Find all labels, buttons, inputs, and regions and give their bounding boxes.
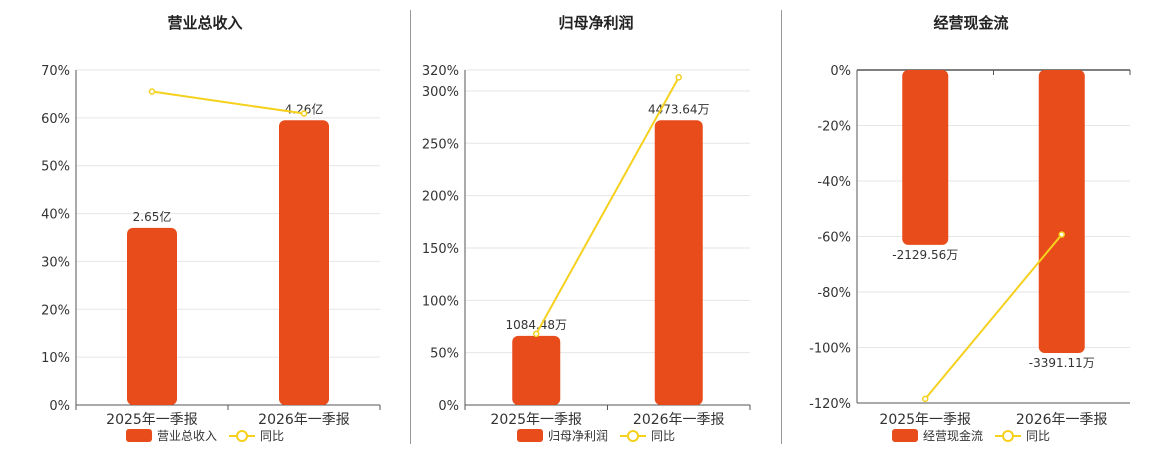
bar: [279, 120, 329, 405]
y-tick-label: 40%: [41, 208, 70, 223]
revenue-chart: 0%10%20%30%40%50%60%70%2.65亿4.26亿2025年一季…: [41, 64, 381, 425]
chart-title: 经营现金流: [933, 14, 1009, 32]
y-tick-label: 70%: [41, 64, 70, 79]
y-tick-label: 30%: [41, 255, 70, 270]
y-tick-label: -60%: [817, 231, 851, 246]
bar-data-label: 1084.48万: [505, 318, 567, 332]
yoy-point: [1058, 231, 1065, 238]
y-tick-label: 50%: [430, 347, 459, 362]
line-legend-label: 同比: [260, 429, 285, 443]
y-tick-label: 0%: [438, 399, 459, 414]
y-tick-label: 100%: [422, 294, 459, 309]
chart-title: 归母净利润: [558, 14, 634, 32]
bar-legend-swatch: [125, 429, 152, 442]
bar-legend-label: 归母净利润: [547, 429, 608, 443]
y-tick-label: 50%: [41, 160, 70, 175]
line-legend-label: 同比: [1026, 429, 1051, 443]
chart-legend: 经营现金流 同比: [782, 427, 1160, 444]
y-tick-label: 10%: [41, 351, 70, 366]
bar: [902, 70, 949, 245]
bar-legend-label: 营业总收入: [156, 429, 217, 443]
y-tick-label: 20%: [41, 303, 70, 318]
x-tick-label: 2025年一季报: [879, 412, 971, 425]
chart-title: 营业总收入: [167, 14, 243, 32]
y-tick-label: 0%: [830, 64, 851, 79]
y-tick-label: -100%: [809, 342, 851, 357]
line-legend-label: 同比: [651, 429, 676, 443]
x-tick-label: 2026年一季报: [1016, 412, 1108, 425]
bar-legend-swatch: [891, 429, 918, 442]
operating-cashflow-chart: 0% -20% -40% -60% -80% -100% -120% -2129.56万 -33…: [809, 64, 1131, 425]
yoy-line: [535, 76, 680, 335]
panel-divider: [781, 10, 782, 444]
y-tick-label: 300%: [422, 85, 459, 100]
operating-cashflow-chart-panel: 经营现金流 0% -20% -40% -60% -80% -100% -120% -2129.…: [782, 0, 1160, 450]
y-tick-label: -80%: [817, 286, 851, 301]
bar-legend-swatch: [516, 429, 543, 442]
y-tick-label: -40%: [817, 175, 851, 190]
x-tick-label: 2025年一季报: [106, 412, 198, 425]
y-tick-label: 320%: [422, 64, 459, 79]
line-legend-marker: [620, 429, 646, 442]
y-tick-label: 150%: [422, 242, 459, 257]
panel-divider: [410, 10, 411, 444]
net-profit-chart: 0%50%100%150%200%250%300%320%1084.48万447…: [422, 64, 751, 425]
line-legend-marker: [995, 429, 1021, 442]
y-tick-label: 0%: [49, 399, 70, 414]
bar-legend-label: 经营现金流: [922, 429, 983, 443]
net-profit-chart-panel: 归母净利润 0% 50% 100% 150% 200% 250% 300% 320% 1084.…: [411, 0, 781, 450]
chart-legend: 营业总收入 同比: [0, 427, 410, 444]
yoy-point: [922, 395, 929, 403]
y-tick-label: -120%: [809, 397, 851, 412]
bar: [654, 120, 703, 405]
yoy-point: [533, 330, 540, 338]
y-tick-label: 250%: [422, 137, 459, 152]
yoy-line: [924, 233, 1063, 400]
x-tick-label: 2026年一季报: [633, 412, 725, 425]
x-tick-label: 2026年一季报: [258, 412, 350, 425]
y-tick-label: -20%: [817, 120, 851, 135]
yoy-point: [300, 110, 308, 117]
revenue-chart-panel: 营业总收入 0% 10% 20% 30% 40% 50% 60% 70% 2.65亿 4.26亿 2…: [0, 0, 410, 450]
y-tick-label: 60%: [41, 112, 70, 127]
bar: [127, 227, 177, 405]
bar-data-label: 2.65亿: [133, 209, 172, 224]
yoy-point: [675, 74, 682, 81]
y-tick-label: 200%: [422, 190, 459, 205]
chart-legend: 归母净利润 同比: [411, 427, 781, 444]
bar: [1038, 70, 1085, 354]
bar: [512, 335, 561, 405]
bar-data-label: -2129.56万: [892, 248, 958, 262]
x-tick-label: 2025年一季报: [490, 412, 582, 425]
line-legend-marker: [229, 429, 255, 442]
yoy-point: [148, 88, 156, 95]
yoy-line: [151, 90, 305, 115]
bar-data-label: -3391.11万: [1029, 356, 1095, 370]
